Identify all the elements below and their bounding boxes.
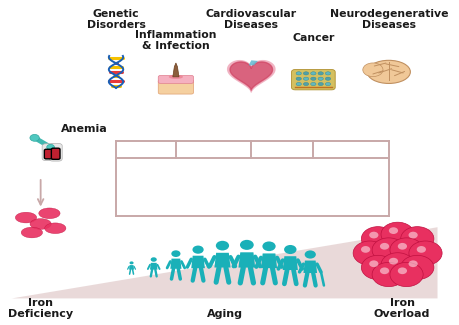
Circle shape bbox=[380, 253, 413, 277]
Circle shape bbox=[371, 238, 404, 262]
Text: Iron
Deficiency: Iron Deficiency bbox=[8, 298, 73, 319]
Ellipse shape bbox=[325, 77, 330, 80]
Ellipse shape bbox=[30, 219, 51, 229]
Circle shape bbox=[397, 267, 406, 274]
Ellipse shape bbox=[296, 83, 301, 86]
Circle shape bbox=[284, 245, 296, 254]
Circle shape bbox=[361, 255, 394, 280]
Ellipse shape bbox=[302, 83, 308, 86]
FancyBboxPatch shape bbox=[51, 148, 60, 159]
Circle shape bbox=[360, 246, 369, 253]
Circle shape bbox=[389, 262, 422, 287]
Polygon shape bbox=[150, 263, 157, 270]
Ellipse shape bbox=[21, 227, 42, 238]
Circle shape bbox=[408, 232, 417, 239]
Polygon shape bbox=[303, 261, 316, 273]
Ellipse shape bbox=[310, 83, 315, 86]
Circle shape bbox=[262, 241, 275, 251]
Ellipse shape bbox=[325, 83, 330, 86]
Text: Cardiovascular
Diseases: Cardiovascular Diseases bbox=[205, 9, 296, 30]
Circle shape bbox=[388, 258, 397, 265]
Polygon shape bbox=[214, 253, 230, 267]
Text: Iron
Overload: Iron Overload bbox=[373, 298, 429, 319]
FancyBboxPatch shape bbox=[44, 149, 53, 159]
Polygon shape bbox=[191, 256, 204, 268]
Circle shape bbox=[151, 257, 157, 262]
Text: Aging: Aging bbox=[206, 309, 242, 319]
Circle shape bbox=[388, 227, 397, 234]
Ellipse shape bbox=[366, 60, 409, 84]
Polygon shape bbox=[12, 227, 437, 298]
Circle shape bbox=[353, 241, 386, 265]
Circle shape bbox=[379, 243, 388, 250]
Ellipse shape bbox=[45, 223, 66, 234]
Polygon shape bbox=[248, 60, 257, 65]
FancyBboxPatch shape bbox=[158, 80, 193, 94]
Circle shape bbox=[389, 238, 422, 262]
Ellipse shape bbox=[15, 212, 37, 223]
FancyBboxPatch shape bbox=[49, 143, 62, 161]
Ellipse shape bbox=[317, 77, 323, 80]
Circle shape bbox=[380, 222, 413, 246]
Polygon shape bbox=[260, 254, 276, 268]
Circle shape bbox=[416, 246, 425, 253]
Circle shape bbox=[408, 260, 417, 267]
Ellipse shape bbox=[168, 75, 183, 79]
Ellipse shape bbox=[39, 208, 60, 219]
Text: Inflammation
& Infection: Inflammation & Infection bbox=[135, 30, 216, 51]
Polygon shape bbox=[173, 63, 179, 77]
Polygon shape bbox=[170, 259, 181, 269]
Ellipse shape bbox=[317, 72, 323, 75]
Circle shape bbox=[240, 240, 253, 250]
Polygon shape bbox=[227, 61, 274, 92]
Ellipse shape bbox=[362, 63, 382, 77]
Circle shape bbox=[379, 267, 388, 274]
Circle shape bbox=[129, 261, 133, 264]
Circle shape bbox=[171, 250, 180, 257]
Ellipse shape bbox=[310, 72, 315, 75]
Circle shape bbox=[215, 241, 229, 251]
Circle shape bbox=[397, 243, 406, 250]
Text: Anemia: Anemia bbox=[61, 124, 107, 134]
Ellipse shape bbox=[296, 72, 301, 75]
Circle shape bbox=[47, 144, 54, 150]
Ellipse shape bbox=[302, 72, 308, 75]
Text: Neurodegenerative
Diseases: Neurodegenerative Diseases bbox=[329, 9, 447, 30]
Circle shape bbox=[408, 241, 441, 265]
Polygon shape bbox=[230, 62, 272, 90]
Polygon shape bbox=[238, 252, 255, 267]
FancyBboxPatch shape bbox=[42, 144, 55, 161]
Ellipse shape bbox=[317, 83, 323, 86]
Circle shape bbox=[369, 260, 378, 267]
FancyBboxPatch shape bbox=[158, 75, 193, 83]
Ellipse shape bbox=[325, 72, 330, 75]
Polygon shape bbox=[282, 256, 297, 270]
Circle shape bbox=[400, 255, 433, 280]
Circle shape bbox=[371, 262, 404, 287]
Circle shape bbox=[30, 135, 39, 141]
Circle shape bbox=[192, 246, 203, 254]
Circle shape bbox=[369, 232, 378, 239]
Circle shape bbox=[304, 250, 315, 259]
Circle shape bbox=[400, 227, 433, 251]
Polygon shape bbox=[129, 265, 134, 270]
Circle shape bbox=[361, 227, 394, 251]
Ellipse shape bbox=[302, 77, 308, 80]
Text: Genetic
Disorders: Genetic Disorders bbox=[86, 9, 145, 30]
Text: Cancer: Cancer bbox=[291, 33, 334, 43]
FancyBboxPatch shape bbox=[291, 70, 335, 90]
Ellipse shape bbox=[296, 77, 301, 80]
Ellipse shape bbox=[310, 77, 315, 80]
